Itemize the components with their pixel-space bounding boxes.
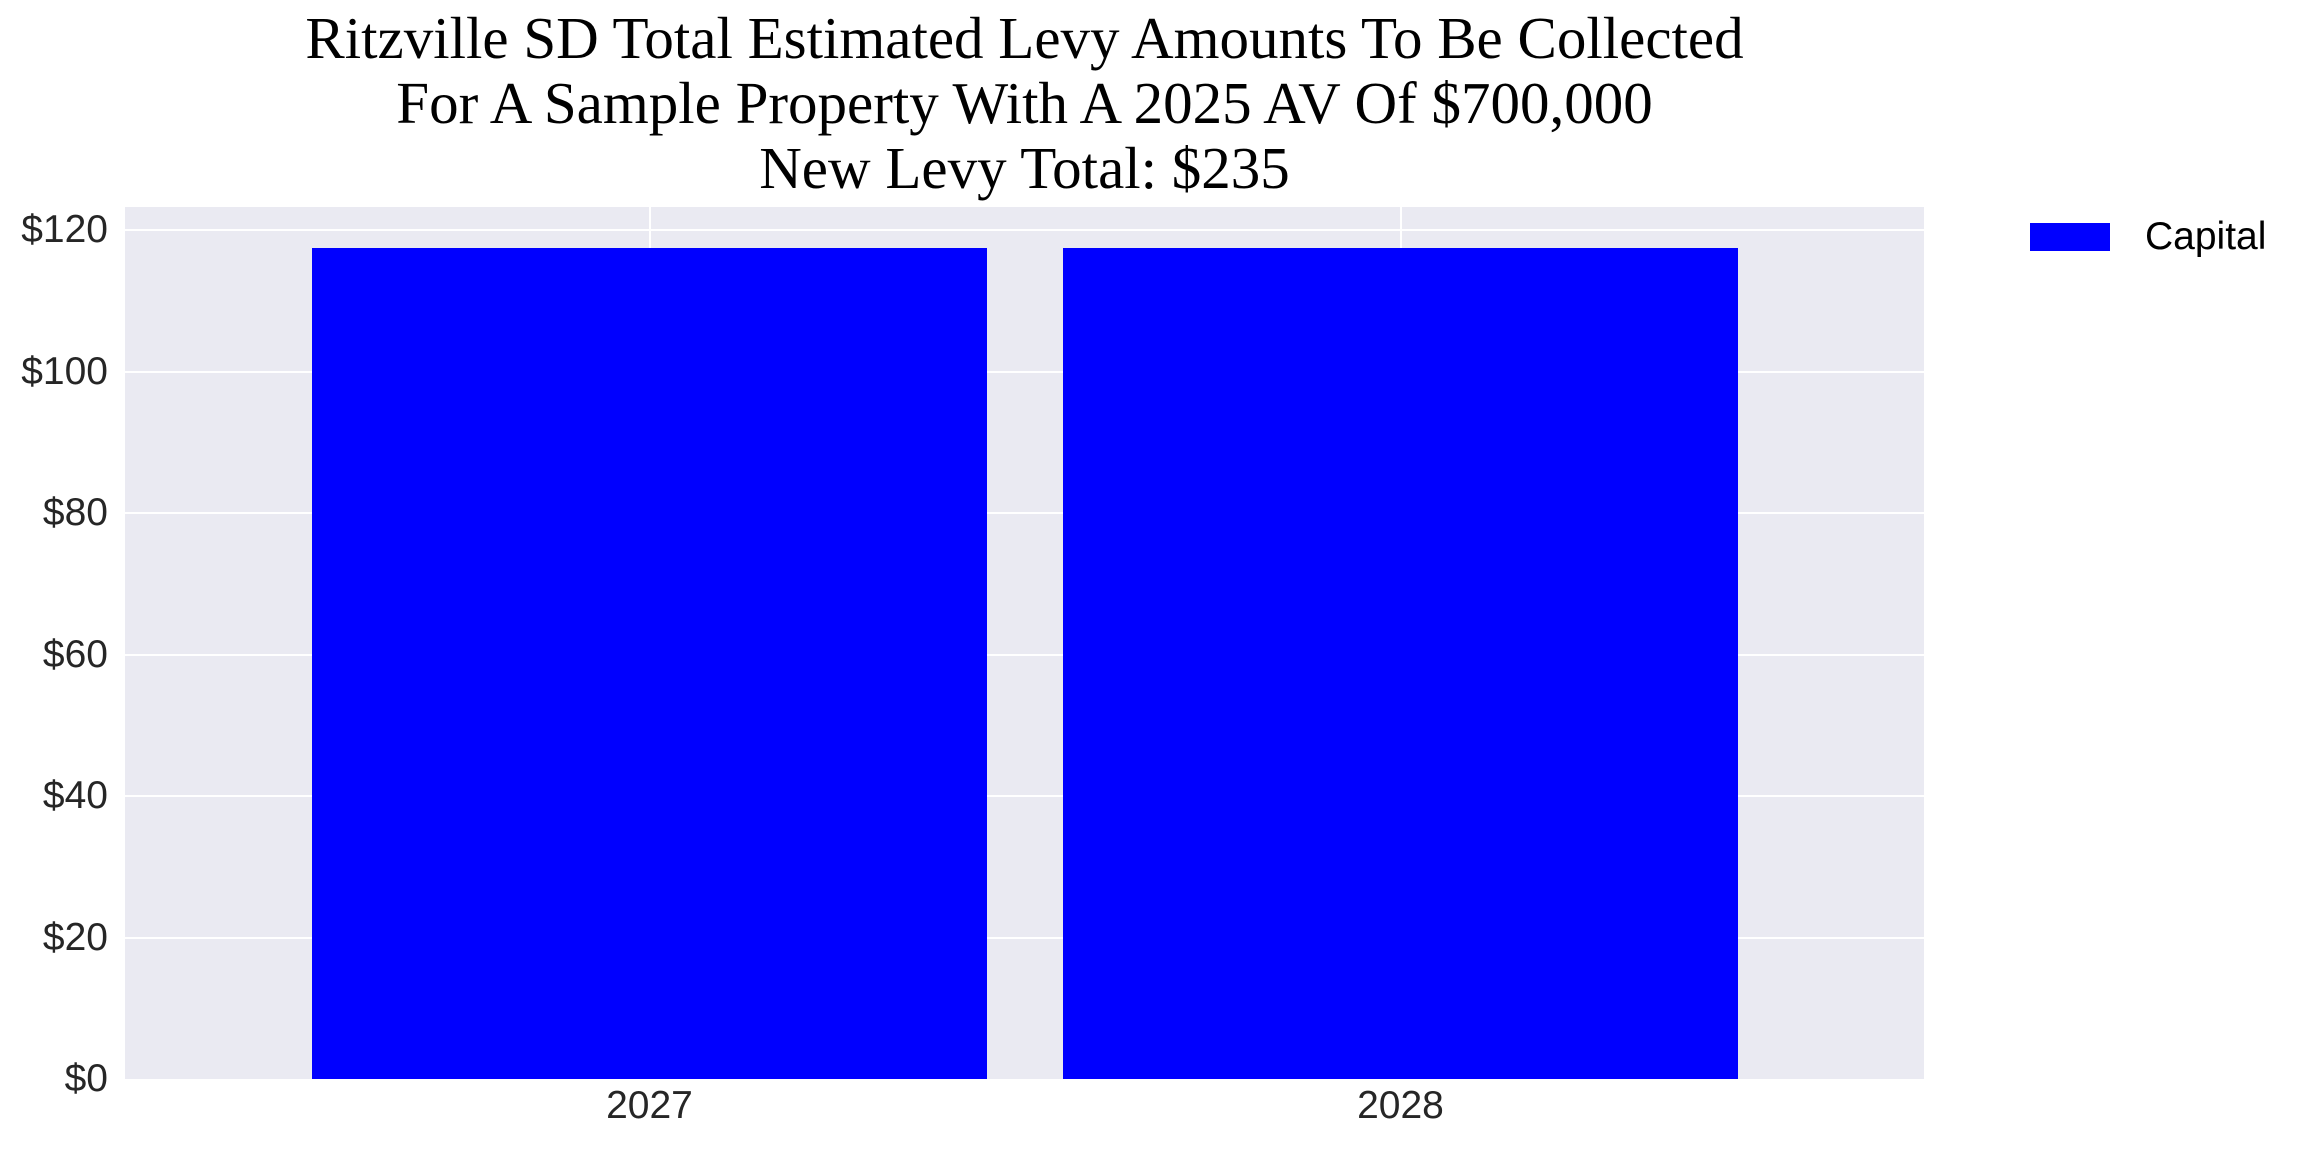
y-tick-label: $20 xyxy=(42,915,108,959)
legend-label-capital: Capital xyxy=(2145,215,2267,258)
bar-capital-2027 xyxy=(312,247,987,1079)
h-gridline xyxy=(125,512,1924,514)
plot-area xyxy=(125,207,1924,1079)
title-line-2: For A Sample Property With A 2025 AV Of … xyxy=(396,70,1653,136)
h-gridline xyxy=(125,653,1924,656)
legend-swatch-capital xyxy=(2030,223,2110,251)
chart-title: Ritzville SD Total Estimated Levy Amount… xyxy=(0,6,2049,201)
x-tick-label: 2028 xyxy=(1357,1084,1444,1127)
h-gridline xyxy=(125,795,1924,797)
title-line-3: New Levy Total: $235 xyxy=(759,135,1290,201)
h-gridline xyxy=(125,936,1924,939)
legend: Capital xyxy=(2030,214,2266,260)
y-tick-label: $0 xyxy=(64,1057,108,1100)
y-tick-label: $100 xyxy=(21,349,108,393)
y-tick-label: $40 xyxy=(42,774,108,817)
title-line-1: Ritzville SD Total Estimated Levy Amount… xyxy=(305,5,1744,71)
y-tick-label: $80 xyxy=(42,491,108,534)
y-tick-label: $120 xyxy=(21,208,108,251)
h-gridline xyxy=(125,229,1924,231)
y-tick-label: $60 xyxy=(42,632,108,676)
x-tick-label: 2027 xyxy=(606,1084,693,1127)
bar-capital-2028 xyxy=(1063,247,1738,1079)
h-gridline xyxy=(125,370,1924,373)
